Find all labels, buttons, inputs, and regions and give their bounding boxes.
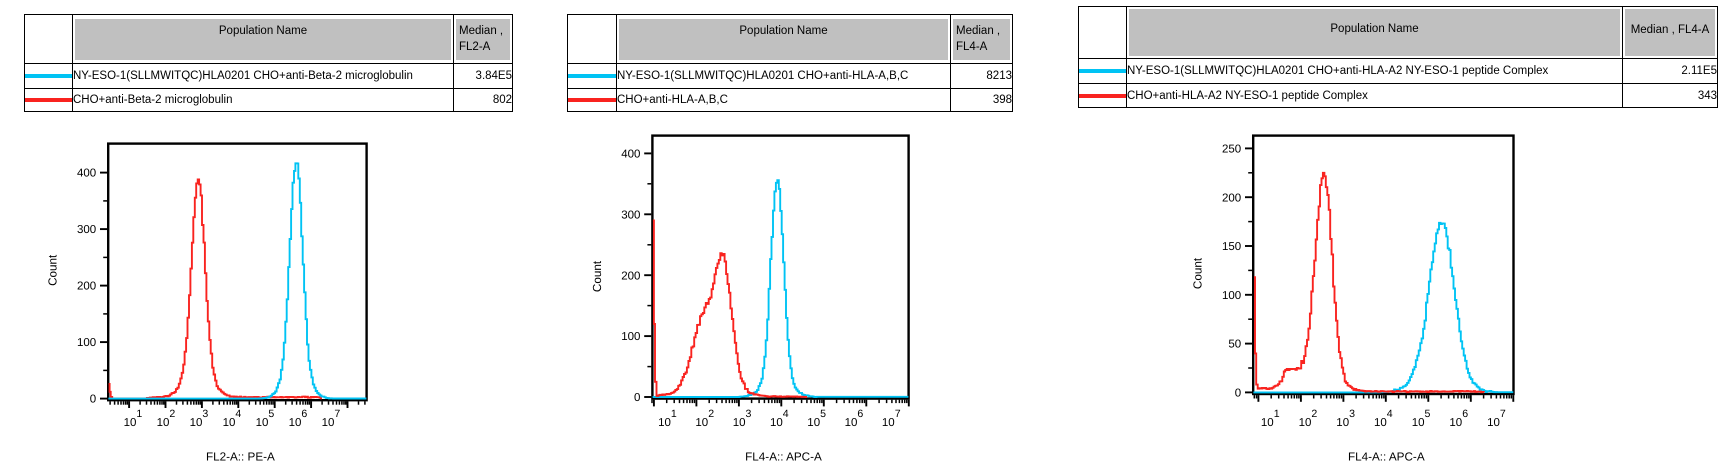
svg-text:2: 2 <box>1311 408 1317 420</box>
svg-text:5: 5 <box>1425 408 1431 420</box>
svg-text:150: 150 <box>1222 241 1241 253</box>
svg-text:10: 10 <box>658 417 671 429</box>
svg-text:4: 4 <box>1387 408 1393 420</box>
svg-text:10: 10 <box>1412 417 1425 429</box>
svg-text:7: 7 <box>334 408 340 420</box>
svg-text:10: 10 <box>1449 417 1462 429</box>
svg-text:10: 10 <box>845 417 858 429</box>
svg-text:1: 1 <box>136 408 142 420</box>
svg-text:Count: Count <box>591 260 604 292</box>
svg-text:2: 2 <box>708 408 714 420</box>
svg-text:Count: Count <box>1192 257 1205 289</box>
svg-text:2: 2 <box>169 408 175 420</box>
svg-text:3: 3 <box>746 408 752 420</box>
svg-text:FL4-A:: APC-A: FL4-A:: APC-A <box>745 451 822 464</box>
svg-text:300: 300 <box>77 224 96 236</box>
svg-text:6: 6 <box>1462 408 1468 420</box>
svg-text:6: 6 <box>857 408 863 420</box>
svg-text:3: 3 <box>202 408 208 420</box>
svg-text:3: 3 <box>1349 408 1355 420</box>
svg-text:10: 10 <box>1336 417 1349 429</box>
svg-text:7: 7 <box>895 408 901 420</box>
svg-text:5: 5 <box>268 408 274 420</box>
svg-text:0: 0 <box>1235 388 1241 400</box>
svg-text:250: 250 <box>1222 144 1241 156</box>
svg-text:100: 100 <box>621 331 640 343</box>
svg-text:10: 10 <box>256 417 269 429</box>
svg-text:10: 10 <box>733 417 746 429</box>
svg-text:10: 10 <box>1487 417 1500 429</box>
svg-text:10: 10 <box>695 417 708 429</box>
svg-text:7: 7 <box>1500 408 1506 420</box>
svg-text:4: 4 <box>783 408 789 420</box>
svg-text:10: 10 <box>1299 417 1312 429</box>
svg-text:1: 1 <box>1274 408 1280 420</box>
svg-text:200: 200 <box>621 270 640 282</box>
svg-text:10: 10 <box>190 417 203 429</box>
svg-text:200: 200 <box>77 281 96 293</box>
svg-text:200: 200 <box>1222 192 1241 204</box>
svg-text:100: 100 <box>1222 290 1241 302</box>
svg-text:FL2-A:: PE-A: FL2-A:: PE-A <box>206 451 275 464</box>
svg-text:10: 10 <box>1261 417 1274 429</box>
svg-text:10: 10 <box>770 417 783 429</box>
svg-text:0: 0 <box>90 394 96 406</box>
svg-text:10: 10 <box>1374 417 1387 429</box>
svg-text:10: 10 <box>322 417 335 429</box>
svg-text:5: 5 <box>820 408 826 420</box>
svg-text:Count: Count <box>47 254 60 286</box>
svg-text:10: 10 <box>124 417 137 429</box>
svg-text:50: 50 <box>1228 339 1241 351</box>
svg-text:10: 10 <box>882 417 895 429</box>
svg-text:10: 10 <box>157 417 170 429</box>
svg-text:1: 1 <box>671 408 677 420</box>
svg-text:6: 6 <box>301 408 307 420</box>
svg-text:4: 4 <box>235 408 241 420</box>
svg-text:400: 400 <box>77 168 96 180</box>
svg-text:10: 10 <box>223 417 236 429</box>
svg-text:FL4-A:: APC-A: FL4-A:: APC-A <box>1348 451 1425 464</box>
svg-text:100: 100 <box>77 337 96 349</box>
svg-text:400: 400 <box>621 149 640 161</box>
svg-text:10: 10 <box>289 417 302 429</box>
svg-text:10: 10 <box>807 417 820 429</box>
svg-text:300: 300 <box>621 209 640 221</box>
svg-text:0: 0 <box>634 392 640 404</box>
